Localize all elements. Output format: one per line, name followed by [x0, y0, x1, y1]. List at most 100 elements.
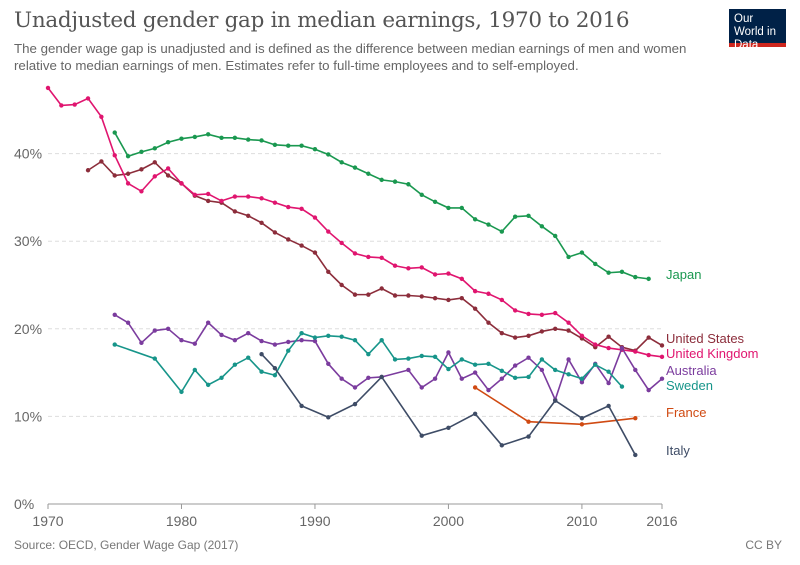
- data-point: [593, 342, 598, 347]
- data-point: [419, 192, 424, 197]
- data-point: [246, 330, 251, 336]
- chart-title: Unadjusted gender gap in median earnings…: [14, 8, 630, 33]
- data-point: [125, 171, 131, 176]
- data-point: [339, 282, 344, 288]
- data-point: [272, 342, 278, 347]
- data-point: [246, 194, 251, 199]
- data-point: [299, 337, 304, 343]
- data-point: [419, 385, 424, 390]
- data-point: [459, 205, 464, 211]
- owid-logo[interactable]: Our World in Data: [729, 9, 786, 51]
- data-point: [366, 352, 371, 357]
- data-point: [219, 135, 224, 141]
- series-label: United States: [666, 331, 745, 346]
- data-point: [646, 276, 651, 282]
- data-point: [259, 138, 264, 143]
- data-point: [45, 85, 51, 91]
- data-point: [232, 337, 238, 343]
- data-point: [539, 357, 545, 362]
- data-point: [472, 362, 478, 367]
- data-point: [486, 361, 491, 367]
- data-point: [352, 401, 358, 407]
- data-point: [286, 348, 291, 353]
- data-point: [326, 415, 331, 420]
- data-point: [499, 376, 505, 381]
- data-point: [352, 337, 358, 343]
- data-point: [139, 149, 144, 155]
- data-point: [286, 237, 291, 242]
- data-point: [165, 166, 171, 171]
- data-point: [352, 385, 358, 390]
- data-point: [192, 134, 198, 140]
- data-point: [179, 389, 184, 395]
- data-point: [646, 387, 651, 393]
- data-point: [259, 352, 264, 357]
- data-point: [606, 334, 611, 339]
- data-point: [619, 384, 625, 389]
- data-point: [526, 434, 531, 439]
- x-tick-label: 1990: [299, 513, 330, 529]
- data-point: [659, 343, 665, 348]
- data-point: [152, 328, 157, 333]
- data-point: [192, 367, 198, 373]
- data-point: [512, 363, 518, 368]
- data-point: [526, 419, 531, 424]
- series-line-france: [474, 386, 636, 426]
- data-point: [392, 293, 398, 298]
- data-point: [179, 337, 184, 343]
- data-point: [406, 367, 411, 373]
- data-point: [392, 179, 398, 184]
- data-point: [446, 350, 451, 355]
- data-point: [219, 375, 224, 381]
- data-point: [246, 213, 251, 218]
- data-point: [512, 375, 518, 381]
- data-point: [619, 269, 625, 275]
- data-point: [152, 174, 157, 179]
- data-point: [272, 366, 278, 371]
- data-point: [352, 165, 358, 170]
- data-point: [272, 373, 278, 378]
- data-point: [579, 376, 585, 381]
- data-point: [446, 425, 451, 430]
- data-point: [579, 380, 585, 385]
- data-point: [112, 153, 117, 158]
- data-point: [553, 398, 558, 403]
- data-point: [366, 171, 371, 176]
- data-point: [659, 354, 665, 360]
- data-point: [299, 330, 304, 336]
- series-label: France: [666, 405, 706, 420]
- source-note[interactable]: Source: OECD, Gender Wage Gap (2017): [14, 538, 239, 552]
- data-point: [499, 330, 505, 336]
- data-point: [339, 160, 344, 165]
- data-point: [432, 199, 438, 204]
- data-point: [366, 375, 371, 381]
- data-point: [392, 263, 398, 268]
- data-point: [579, 415, 585, 421]
- data-point: [486, 320, 491, 325]
- data-point: [499, 368, 505, 374]
- data-point: [419, 265, 424, 270]
- chart-subtitle: The gender wage gap is unadjusted and is…: [14, 41, 687, 73]
- data-point: [553, 326, 558, 331]
- data-point: [472, 217, 478, 222]
- data-point: [125, 181, 131, 186]
- data-point: [205, 191, 211, 197]
- data-point: [633, 367, 638, 373]
- data-point: [566, 357, 571, 362]
- data-point: [312, 147, 318, 152]
- data-point: [539, 312, 545, 317]
- data-point: [165, 140, 171, 145]
- x-tick-label: 2010: [566, 513, 597, 529]
- data-point: [219, 198, 224, 204]
- data-point: [299, 243, 304, 248]
- data-point: [459, 276, 464, 282]
- license-label[interactable]: CC BY: [745, 538, 782, 552]
- data-point: [205, 320, 211, 325]
- series-label: United Kingdom: [666, 346, 759, 361]
- data-point: [499, 229, 505, 234]
- data-point: [112, 312, 117, 317]
- data-point: [352, 251, 358, 256]
- data-point: [379, 337, 384, 343]
- data-point: [312, 215, 318, 220]
